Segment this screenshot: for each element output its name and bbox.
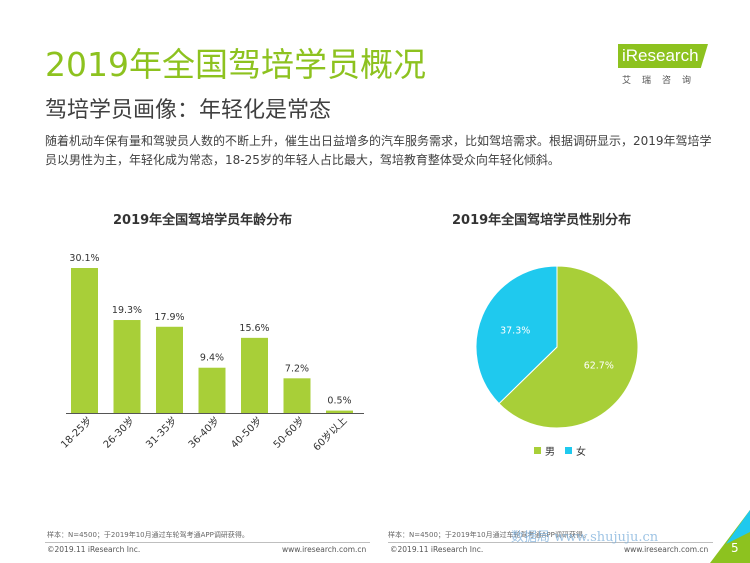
legend-label-male: 男	[545, 447, 555, 458]
website-link-right[interactable]: www.iresearch.com.cn	[624, 545, 709, 554]
watermark-text: 数据局 www.shujuju.cn	[511, 530, 659, 545]
age-bar-value-6: 0.5%	[327, 396, 351, 407]
iresearch-logo: iResearch 艾瑞咨询	[618, 44, 710, 86]
age-bar-value-2: 17.9%	[154, 312, 184, 323]
age-bar-chart: 30.1% 18-25岁 19.3% 26-30岁 17.9% 31-35岁 9.4% 36-…	[58, 253, 353, 453]
age-bar-value-0: 30.1%	[69, 253, 99, 264]
page-title: 2019年全国驾培学员概况	[45, 45, 426, 84]
footer-divider-right	[388, 542, 713, 543]
logo-badge	[618, 44, 708, 68]
sample-note-left: 样本：N=4500；于2019年10月通过车轮驾考通APP调研获得。	[47, 531, 249, 539]
legend-swatch-female	[565, 447, 572, 454]
age-chart-title: 2019年全国驾培学员年龄分布	[113, 213, 293, 228]
gender-slice-1	[475, 265, 558, 405]
logo-subtext: 艾瑞咨询	[622, 76, 703, 86]
gender-pie-chart: 62.7% 37.3%	[475, 265, 639, 429]
footer-divider-left	[45, 542, 370, 543]
age-category-label-0: 18-25岁	[58, 414, 95, 451]
age-bar-6	[326, 410, 353, 413]
gender-legend: 男 女	[534, 443, 586, 458]
copyright-left: ©2019.11 iResearch Inc.	[47, 545, 141, 554]
age-bar-5	[283, 378, 311, 413]
logo-text: iResearch	[622, 46, 699, 65]
age-bar-0	[71, 268, 98, 413]
age-bar-1	[113, 320, 141, 413]
website-link-left[interactable]: www.iresearch.com.cn	[282, 545, 367, 554]
age-category-label-2: 31-35岁	[143, 414, 180, 451]
age-bar-value-1: 19.3%	[112, 305, 142, 316]
copyright-right: ©2019.11 iResearch Inc.	[390, 545, 484, 554]
age-category-label-3: 36-40岁	[185, 414, 222, 451]
gender-slice-label-0: 62.7%	[584, 361, 614, 372]
page-subtitle: 驾培学员画像：年轻化是常态	[45, 98, 332, 123]
age-category-label-1: 26-30岁	[100, 414, 137, 451]
gender-slice-0	[498, 265, 639, 429]
age-bar-value-5: 7.2%	[285, 363, 309, 374]
legend-swatch-male	[534, 447, 541, 454]
age-bar-value-4: 15.6%	[239, 323, 269, 334]
age-bar-3	[198, 367, 226, 413]
legend-label-female: 女	[576, 447, 586, 458]
gender-chart-title: 2019年全国驾培学员性别分布	[452, 213, 632, 228]
age-category-label-5: 50-60岁	[270, 414, 307, 451]
corner-decoration	[710, 510, 750, 563]
age-bar-value-3: 9.4%	[200, 353, 224, 364]
age-category-label-4: 40-50岁	[228, 414, 265, 451]
age-bar-4	[241, 337, 268, 413]
sample-note-right: 样本：N=4500；于2019年10月通过车轮驾考通APP调研获得。	[388, 531, 590, 539]
age-category-label-6: 60岁以上	[310, 414, 349, 453]
page-description: 随着机动车保有量和驾驶员人数的不断上升，催生出日益增多的汽车服务需求，比如驾培需…	[45, 134, 712, 167]
gender-slice-label-1: 37.3%	[500, 325, 530, 336]
age-bar-2	[156, 326, 183, 413]
page-number: 5	[731, 541, 739, 555]
